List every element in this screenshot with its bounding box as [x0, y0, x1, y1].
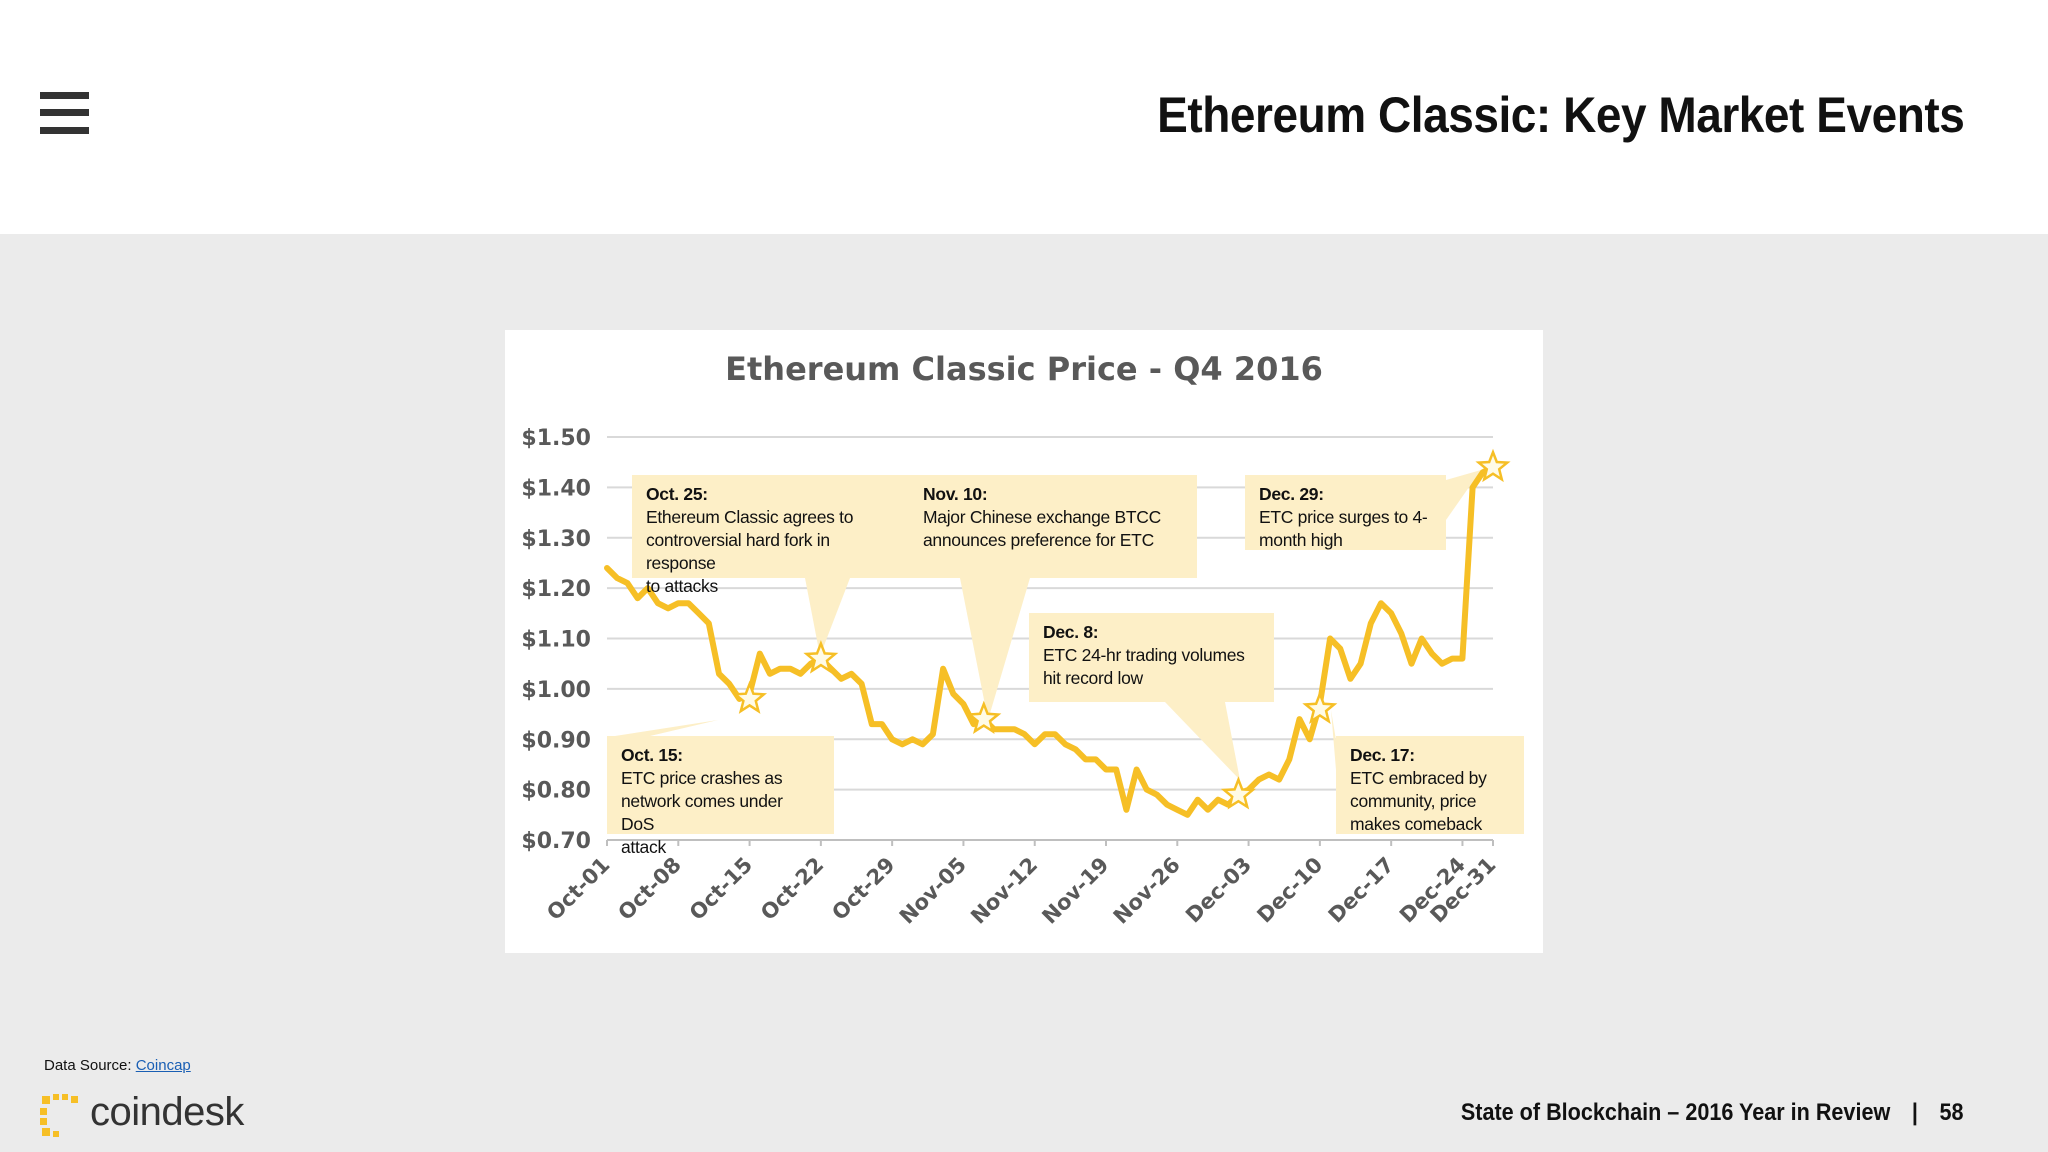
- annotation-date: Nov. 10:: [923, 484, 988, 504]
- annotation-date: Dec. 29:: [1259, 484, 1324, 504]
- annotation-pointer: [1165, 702, 1240, 780]
- x-tick-label: Nov-19: [1037, 853, 1113, 929]
- data-source: Data Source: Coincap: [44, 1057, 191, 1074]
- event-star-icon: [1220, 776, 1256, 810]
- annotation-box: Oct. 25: Ethereum Classic agrees to contr…: [632, 475, 909, 596]
- annotation-box: Nov. 10: Major Chinese exchange BTCC anno…: [909, 475, 1197, 578]
- annotation-box: Dec. 8: ETC 24-hr trading volumes hit rec…: [1029, 613, 1274, 702]
- annotation-pointer: [805, 578, 850, 656]
- x-tick-label: Oct-15: [685, 853, 757, 925]
- x-tick-label: Nov-05: [895, 853, 971, 929]
- footer-report: State of Blockchain – 2016 Year in Revie…: [1461, 1099, 1964, 1127]
- event-star-icon: [1302, 690, 1338, 724]
- x-axis-labels: Oct-01Oct-08Oct-15Oct-22Oct-29Nov-05Nov-…: [542, 853, 1500, 929]
- annotation-box: Dec. 17: ETC embraced by community, price…: [1336, 736, 1524, 834]
- logo-text: coindesk: [90, 1090, 244, 1134]
- y-tick-label: $0.90: [521, 728, 591, 753]
- price-line-layer: [604, 464, 1496, 818]
- annotation-pointers: [615, 470, 1481, 780]
- annotation-text: ETC embraced by community, price makes c…: [1350, 768, 1487, 834]
- event-star-icon: [1475, 448, 1511, 483]
- y-tick-label: $1.50: [521, 426, 591, 451]
- event-star-icon: [966, 700, 1002, 734]
- y-tick-label: $1.20: [521, 577, 591, 602]
- annotation-text: Ethereum Classic agrees to controversial…: [646, 507, 854, 596]
- coindesk-logo-icon: [40, 1094, 78, 1137]
- chart-card: Ethereum Classic Price - Q4 2016 $1.50 $1…: [505, 330, 1543, 953]
- report-title: State of Blockchain – 2016 Year in Revie…: [1461, 1099, 1891, 1126]
- y-axis-labels: $1.50 $1.40 $1.30 $1.20 $1.10 $1.00 $0.90 $0.80…: [521, 426, 591, 854]
- coincap-link[interactable]: Coincap: [135, 1057, 191, 1074]
- annotation-date: Oct. 25:: [646, 484, 708, 504]
- y-tick-label: $0.80: [521, 779, 591, 804]
- x-tick-label: Oct-01: [542, 853, 614, 925]
- event-star-icon: [732, 680, 768, 714]
- annotation-pointer: [615, 720, 718, 736]
- price-chart: Ethereum Classic Price - Q4 2016 $1.50$1…: [521, 350, 1511, 929]
- x-tick-label: Nov-12: [966, 853, 1042, 929]
- annotation-box: Oct. 15: ETC price crashes as network com…: [607, 736, 834, 857]
- hamburger-menu-icon[interactable]: [40, 92, 89, 134]
- x-tick-label: Oct-29: [827, 853, 899, 925]
- annotation-pointer: [960, 578, 1030, 720]
- y-tick-label: $1.30: [521, 527, 591, 552]
- x-tick-label: Dec-10: [1252, 853, 1327, 928]
- y-tick-label: $1.40: [521, 476, 591, 501]
- x-tick-label: Dec-17: [1324, 853, 1399, 928]
- annotation-date: Dec. 8:: [1043, 622, 1099, 642]
- annotation-date: Oct. 15:: [621, 745, 683, 765]
- annotation-date: Dec. 17:: [1350, 745, 1415, 765]
- annotation-box: Dec. 29: ETC price surges to 4- month hig…: [1245, 475, 1446, 550]
- chart-title: Ethereum Classic Price - Q4 2016: [725, 350, 1323, 388]
- annotation-text: ETC 24-hr trading volumes hit record low: [1043, 645, 1245, 688]
- data-source-label: Data Source:: [44, 1057, 136, 1074]
- price-series-line: [604, 464, 1496, 818]
- coindesk-logo: coindesk: [40, 1090, 260, 1140]
- event-star-icon: [803, 640, 839, 674]
- page-title: Ethereum Classic: Key Market Events: [1156, 87, 1965, 143]
- annotation-pointer: [1446, 470, 1481, 520]
- annotation-text: ETC price crashes as network comes under…: [621, 768, 783, 857]
- y-tick-label: $1.00: [521, 678, 591, 703]
- x-tick-label: Dec-03: [1181, 853, 1256, 928]
- footer-separator: |: [1912, 1099, 1919, 1126]
- x-tick-label: Oct-08: [613, 853, 685, 925]
- annotation-text: Major Chinese exchange BTCC announces pr…: [923, 507, 1161, 550]
- y-tick-label: $1.10: [521, 628, 591, 653]
- page-number: 58: [1939, 1099, 1964, 1126]
- event-markers: [732, 448, 1511, 810]
- x-tick-label: Nov-26: [1109, 853, 1185, 929]
- x-tick-label: Oct-22: [756, 853, 828, 925]
- y-tick-label: $0.70: [521, 829, 591, 854]
- page-header: Ethereum Classic: Key Market Events: [0, 0, 2048, 234]
- annotation-pointer: [1331, 710, 1336, 770]
- annotation-text: ETC price surges to 4- month high: [1259, 507, 1428, 550]
